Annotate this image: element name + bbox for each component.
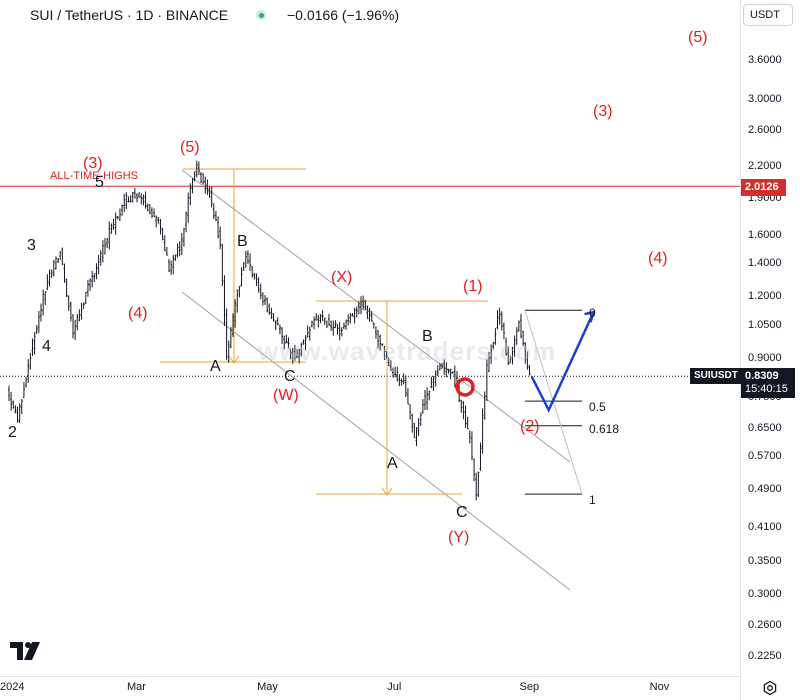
y-tick-label: 0.3500 [748,554,782,567]
y-tick-label: 2.6000 [748,124,782,137]
y-tick-label: 3.0000 [748,93,782,106]
time-axis-divider [0,676,740,677]
x-tick-label: Mar [127,681,146,693]
fib-0.618-label: 0.618 [589,422,620,436]
y-tick-label: 1.0500 [748,319,782,331]
y-tick-label: 0.2250 [748,649,782,662]
wave-5-label: 5 [95,174,104,191]
y-tick-label: 0.4100 [748,521,782,533]
wave-A1-label: A [210,358,221,375]
y-tick-label: 1.2000 [748,290,782,303]
y-tick-label: 2.2000 [748,160,782,173]
y-tick-label: 0.9000 [748,352,782,365]
fib-0-label: 0 [589,306,596,320]
market-status-icon [256,10,266,20]
bar-countdown: 15:40:15 [745,383,788,395]
wave-A2-label: A [387,455,398,472]
x-tick-label: May [257,681,278,693]
wave-4-label: 4 [42,338,51,355]
wave-C1-label: C [284,368,296,385]
x-tick-label: Jul [387,681,402,693]
y-tick-label: 0.6500 [748,422,782,434]
wave-B1-label: B [237,233,248,250]
chart-header: SUI / TetherUS · 1D · BINANCE −0.0166 (−… [0,0,740,30]
wave-big3-label: (3) [83,155,103,172]
channel-upper-line [181,169,571,463]
last-price-tag: 0.8309 15:40:15 [741,368,795,398]
last-price-value: 0.8309 [745,370,779,382]
measure-arrowhead-2 [381,487,393,496]
y-tick-label: 0.4900 [748,482,782,495]
wave-3-label: 3 [27,237,36,254]
x-tick-label: Sep [519,681,540,693]
tradingview-logo [10,642,40,660]
x-tick-label: Nov [649,681,670,693]
y-tick-label: 0.3000 [748,588,782,601]
settings-icon[interactable] [762,680,778,696]
currency-select[interactable]: USDT [743,4,793,26]
watermark: www.wavetraders.com [258,336,557,366]
y-tick-label: 0.2600 [748,618,782,631]
wave-Y-label: (Y) [448,529,470,546]
ath-label: ALL-TIME-HIGHS [50,170,139,182]
y-tick-label: 3.6000 [748,54,782,67]
y-tick-label: 1.6000 [748,228,782,241]
channel-lower-line [181,291,571,591]
fib-1-label: 1 [589,493,596,507]
breakout-marker [455,377,475,397]
wave-3-target-label: (3) [593,103,613,120]
y-tick-label: 0.5700 [748,450,782,463]
wave-big4-label: (4) [128,305,148,322]
y-tick-label: 1.4000 [748,257,782,270]
wave-big5-label: (5) [180,139,200,156]
wave-4-target-label: (4) [648,250,668,267]
projection-path [530,311,595,413]
fib-0.5-label: 0.5 [589,400,606,414]
ath-price-tag: 2.0126 [741,179,786,196]
wave-2-label: 2 [8,424,17,441]
wave-B2-label: B [422,328,433,345]
x-tick-label: 2024 [0,681,25,693]
wave-5-target-label: (5) [688,29,708,46]
wave-C2-label: C [456,504,468,521]
symbol-tag: SUIUSDT [690,368,742,384]
price-axis-divider [740,0,741,700]
projection-arrowhead [584,310,596,323]
wave-X-label: (X) [331,269,353,286]
wave-1-label: (1) [463,278,483,295]
symbol-title[interactable]: SUI / TetherUS · 1D · BINANCE [30,7,229,23]
price-change: −0.0166 (−1.96%) [287,7,400,23]
wave-2-target-label: (2) [520,418,540,435]
wave-W-label: (W) [273,387,299,404]
measure-arrowhead-1 [228,355,240,364]
